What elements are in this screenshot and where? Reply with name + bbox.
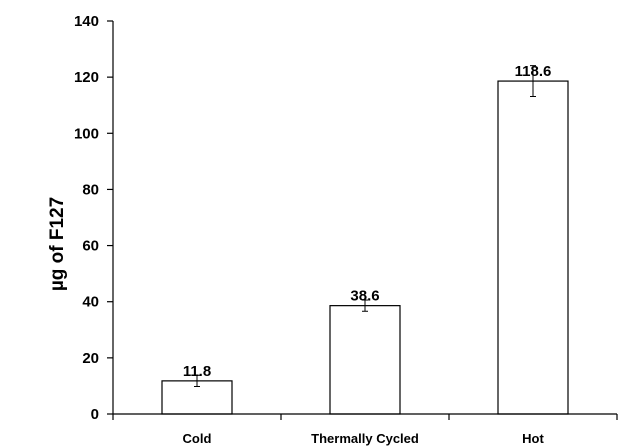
data-label: 118.6 <box>515 63 552 80</box>
y-tick-label: 80 <box>82 181 99 198</box>
x-category-label: Thermally Cycled <box>311 431 419 446</box>
y-tick-label: 120 <box>74 69 99 86</box>
x-category-label: Hot <box>522 431 544 446</box>
y-tick-label: 0 <box>91 406 99 423</box>
y-tick-label: 60 <box>82 238 99 255</box>
y-axis-ticks: 0 20 40 60 80 100 120 140 <box>74 13 113 423</box>
data-label: 38.6 <box>350 288 379 305</box>
bar <box>497 80 569 415</box>
x-category-label: Cold <box>183 431 212 446</box>
y-tick-label: 140 <box>74 13 99 30</box>
axes <box>112 21 617 415</box>
bar <box>329 305 401 415</box>
y-axis-label: µg of F127 <box>47 197 68 291</box>
y-tick-label: 20 <box>82 350 99 367</box>
x-axis-categories: Cold Thermally Cycled Hot <box>112 414 618 446</box>
bars: 11.8 38.6 118.6 <box>161 63 569 415</box>
y-tick-label: 40 <box>82 294 99 311</box>
data-label: 11.8 <box>183 363 211 380</box>
y-tick-label: 100 <box>74 125 99 142</box>
